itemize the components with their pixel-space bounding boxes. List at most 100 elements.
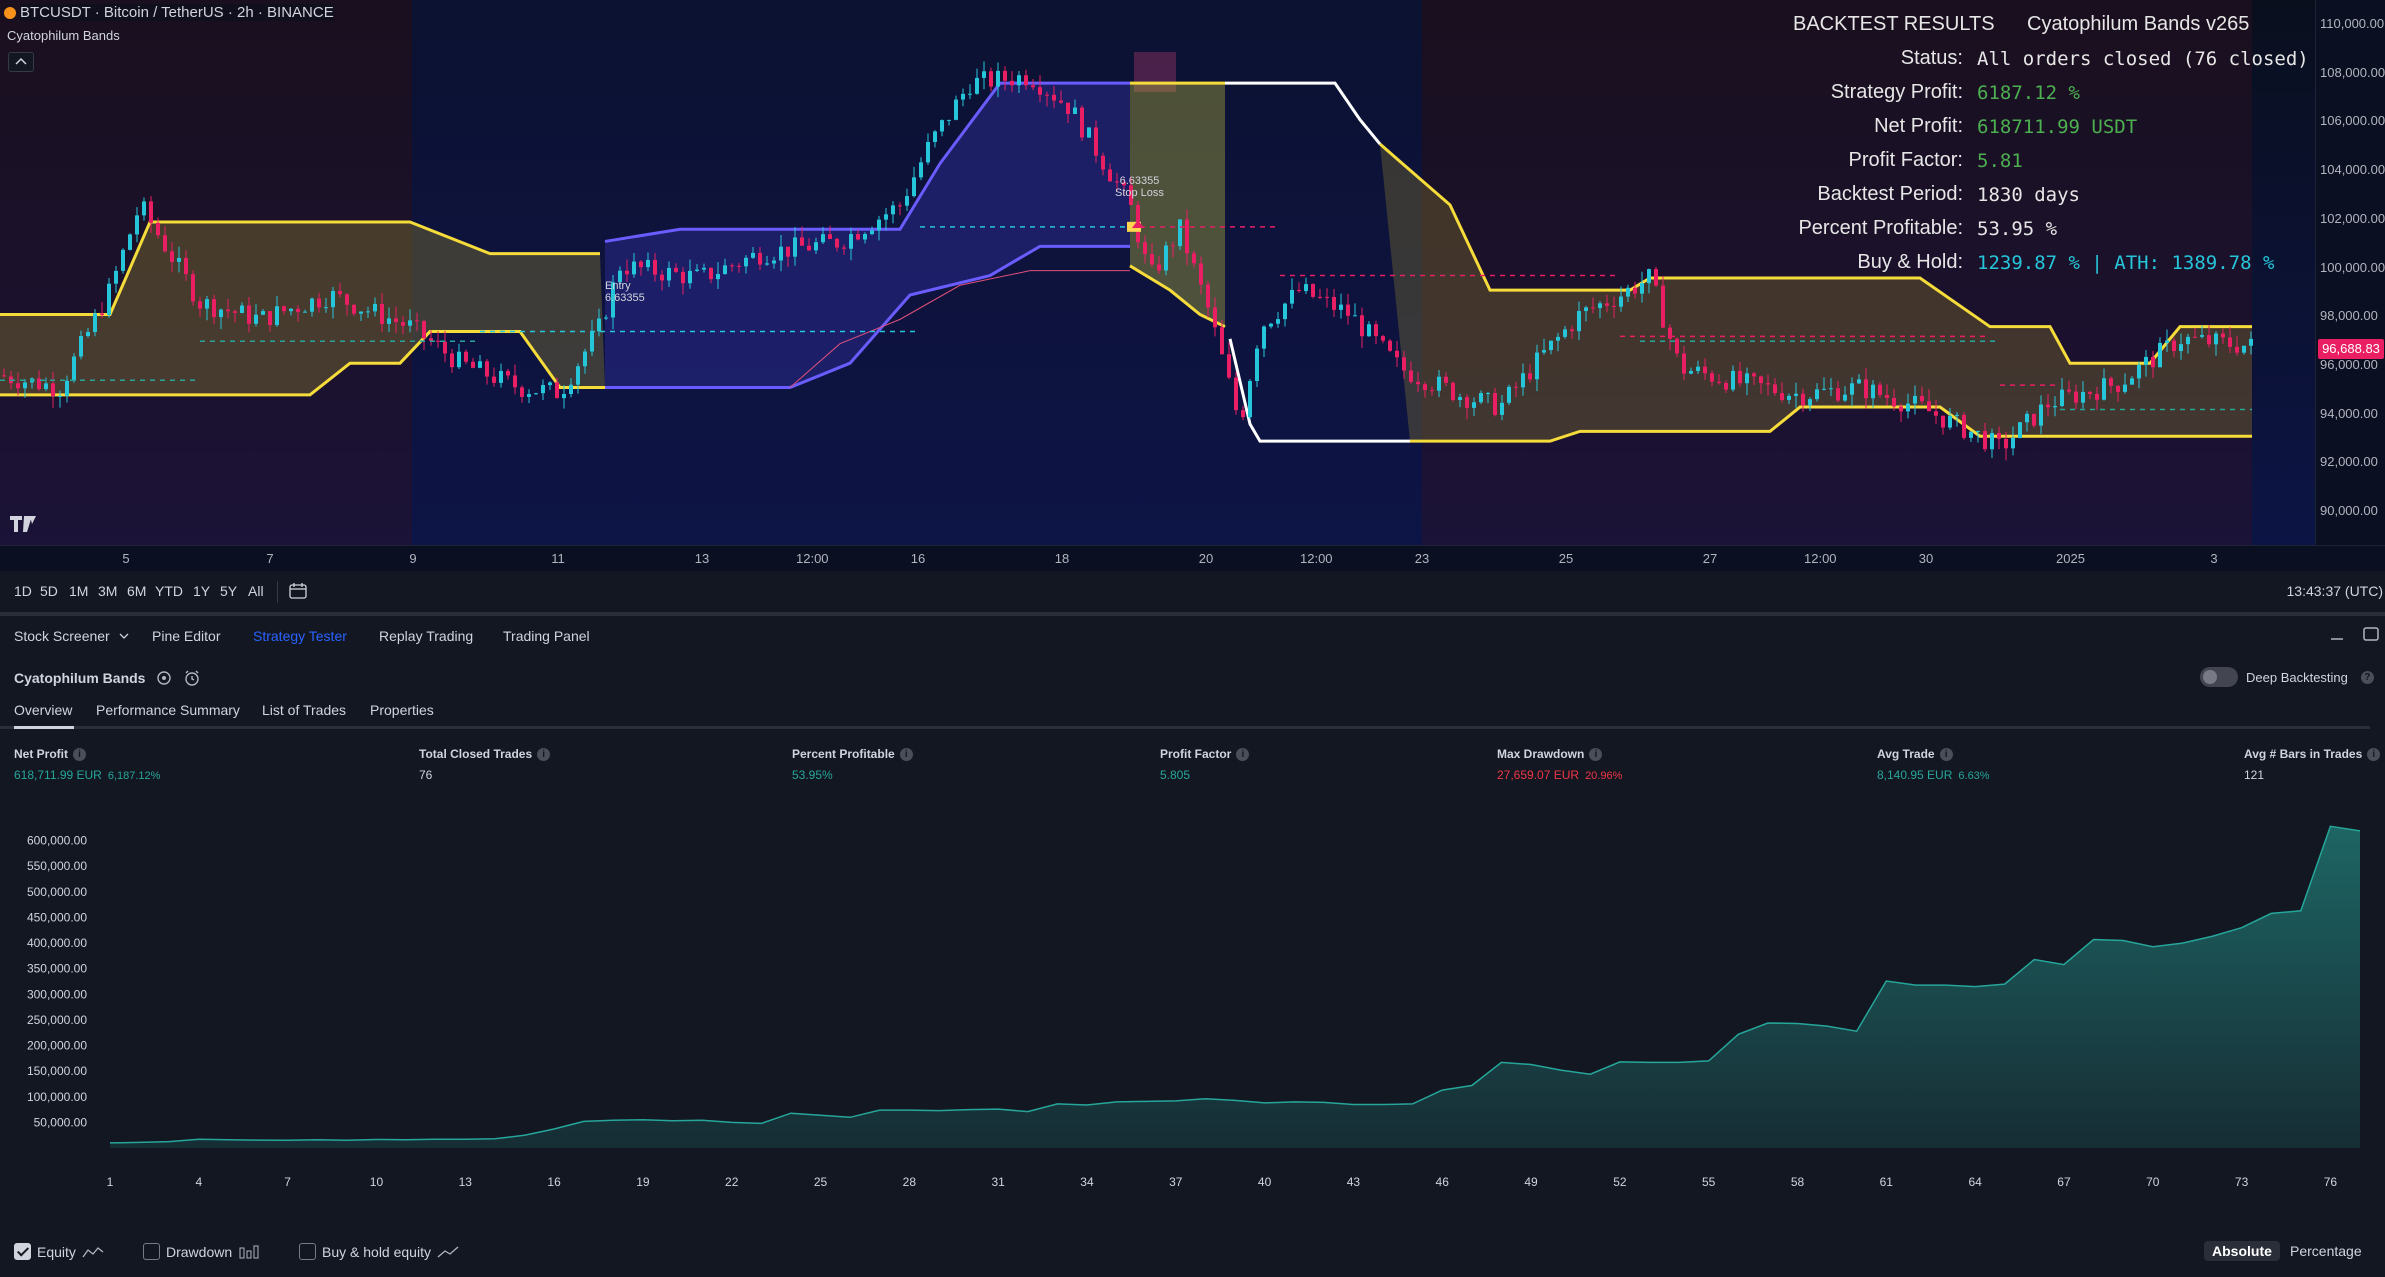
info-icon[interactable]: i: [1939, 748, 1953, 762]
minimize-panel-button[interactable]: [2329, 626, 2345, 647]
candle-body: [1143, 242, 1147, 255]
range-5d[interactable]: 5D: [40, 583, 58, 599]
minimize-icon: [2331, 638, 2343, 640]
candle-body: [709, 267, 713, 280]
equity-x-tick: 16: [547, 1175, 561, 1189]
buy-hold-checkbox[interactable]: [299, 1243, 316, 1260]
gear-icon[interactable]: [155, 669, 173, 687]
price-chart[interactable]: BTCUSDT · Bitcoin / TetherUS · 2h · BINA…: [0, 0, 2385, 545]
info-icon[interactable]: i: [1236, 748, 1250, 762]
candle-body: [1878, 384, 1882, 395]
info-icon[interactable]: i: [73, 748, 86, 762]
candle-body: [576, 366, 580, 385]
info-icon[interactable]: i: [1589, 748, 1603, 762]
subtab-performance-summary[interactable]: Performance Summary: [96, 702, 240, 718]
tab-pine-editor[interactable]: Pine Editor: [152, 628, 221, 644]
range-1y[interactable]: 1Y: [193, 583, 211, 599]
candle-body: [86, 331, 90, 336]
equity-x-tick: 40: [1258, 1175, 1272, 1189]
candle-body: [1661, 285, 1665, 328]
time-tick-label: 23: [1414, 551, 1430, 566]
equity-y-tick: 100,000.00: [27, 1090, 87, 1104]
utc-clock[interactable]: 13:43:37 (UTC): [2286, 583, 2383, 599]
candle-body: [1220, 327, 1224, 355]
candle-body: [947, 119, 951, 121]
tab-trading-panel[interactable]: Trading Panel: [503, 628, 590, 644]
legend-buy-hold[interactable]: Buy & hold equity: [299, 1243, 459, 1260]
maximize-panel-button[interactable]: [2362, 626, 2380, 647]
indicator-label[interactable]: Cyatophilum Bands: [7, 28, 120, 43]
candle-body: [2123, 384, 2127, 392]
absolute-toggle[interactable]: Absolute: [2204, 1241, 2280, 1261]
price-axis[interactable]: 110,000.00 108,000.00 106,000.00 104,000.00…: [2315, 0, 2385, 567]
time-axis[interactable]: 5 7 9 11 13 12:00 16 18 20 12:00 23 25 27 12:00 30 2025…: [0, 545, 2385, 571]
equity-y-tick: 550,000.00: [27, 859, 87, 873]
subtab-overview[interactable]: Overview: [14, 702, 73, 718]
candle-body: [1689, 371, 1693, 374]
range-5y[interactable]: 5Y: [220, 583, 238, 599]
price-tick-label: 108,000.00: [2320, 64, 2385, 80]
info-icon[interactable]: ?: [2360, 670, 2374, 684]
candle-body: [772, 260, 776, 264]
time-tick-label: 12:00: [796, 551, 829, 566]
candle-body: [65, 380, 69, 396]
candle-body: [1738, 370, 1742, 384]
equity-chart[interactable]: 600,000.00550,000.00500,000.00450,000.00…: [0, 807, 2385, 1277]
range-ytd[interactable]: YTD: [155, 583, 183, 599]
symbol-header[interactable]: BTCUSDT · Bitcoin / TetherUS · 2h · BINA…: [4, 4, 334, 21]
candle-body: [1528, 373, 1532, 380]
candle-body: [1423, 384, 1427, 391]
candle-body: [1094, 127, 1098, 156]
metric-value: 53.95%: [792, 768, 833, 783]
candle-body: [1374, 324, 1378, 337]
tradingview-logo[interactable]: [10, 514, 42, 537]
candle-body: [2221, 333, 2225, 338]
candle-body: [1815, 389, 1819, 400]
equity-checkbox[interactable]: [14, 1243, 31, 1260]
candle-body: [723, 265, 727, 275]
candle-body: [982, 71, 986, 78]
drawdown-checkbox[interactable]: [143, 1243, 160, 1260]
candle-body: [1297, 289, 1301, 292]
candle-body: [1829, 388, 1833, 390]
range-all[interactable]: All: [248, 583, 264, 599]
legend-equity[interactable]: Equity: [14, 1243, 104, 1260]
percentage-toggle[interactable]: Percentage: [2290, 1243, 2362, 1259]
metric-value: 618,711.99 EUR 6,187.12%: [14, 768, 161, 783]
candle-body: [828, 234, 832, 239]
subtab-properties[interactable]: Properties: [370, 702, 434, 718]
range-1d[interactable]: 1D: [14, 583, 32, 599]
go-to-date-button[interactable]: [288, 582, 308, 605]
trailing-line: [789, 270, 1130, 388]
tab-stock-screener[interactable]: Stock Screener: [14, 628, 130, 644]
candle-body: [968, 93, 972, 95]
deep-backtesting-toggle[interactable]: [2200, 667, 2238, 687]
price-chart-canvas[interactable]: [0, 0, 2315, 545]
legend-drawdown[interactable]: Drawdown: [143, 1243, 260, 1260]
tab-replay-trading[interactable]: Replay Trading: [379, 628, 474, 644]
candle-body: [1724, 382, 1728, 390]
alarm-clock-icon[interactable]: [183, 669, 201, 687]
candle-body: [2235, 346, 2239, 353]
equity-y-tick: 450,000.00: [27, 910, 87, 924]
candle-body: [1913, 395, 1917, 404]
range-3m[interactable]: 3M: [98, 583, 118, 599]
candle-body: [681, 271, 685, 284]
equity-line: [109, 825, 2361, 1144]
candle-body: [2179, 344, 2183, 352]
range-6m[interactable]: 6M: [127, 583, 147, 599]
collapse-indicators-button[interactable]: [8, 52, 34, 72]
subtab-list-of-trades[interactable]: List of Trades: [262, 702, 347, 718]
candle-body: [905, 196, 909, 206]
equity-x-tick: 37: [1169, 1175, 1183, 1189]
info-icon[interactable]: i: [537, 748, 551, 762]
candle-body: [730, 265, 734, 267]
tab-strategy-tester[interactable]: Strategy Tester: [253, 628, 347, 644]
info-icon[interactable]: i: [899, 748, 913, 762]
candle-body: [331, 290, 335, 308]
metric-percent-profitable: Percent Profitable i 53.95%: [792, 747, 913, 782]
bg-zone: [0, 0, 412, 545]
info-icon[interactable]: i: [2367, 748, 2381, 762]
range-1m[interactable]: 1M: [69, 583, 89, 599]
equity-x-tick: 76: [2324, 1175, 2338, 1189]
